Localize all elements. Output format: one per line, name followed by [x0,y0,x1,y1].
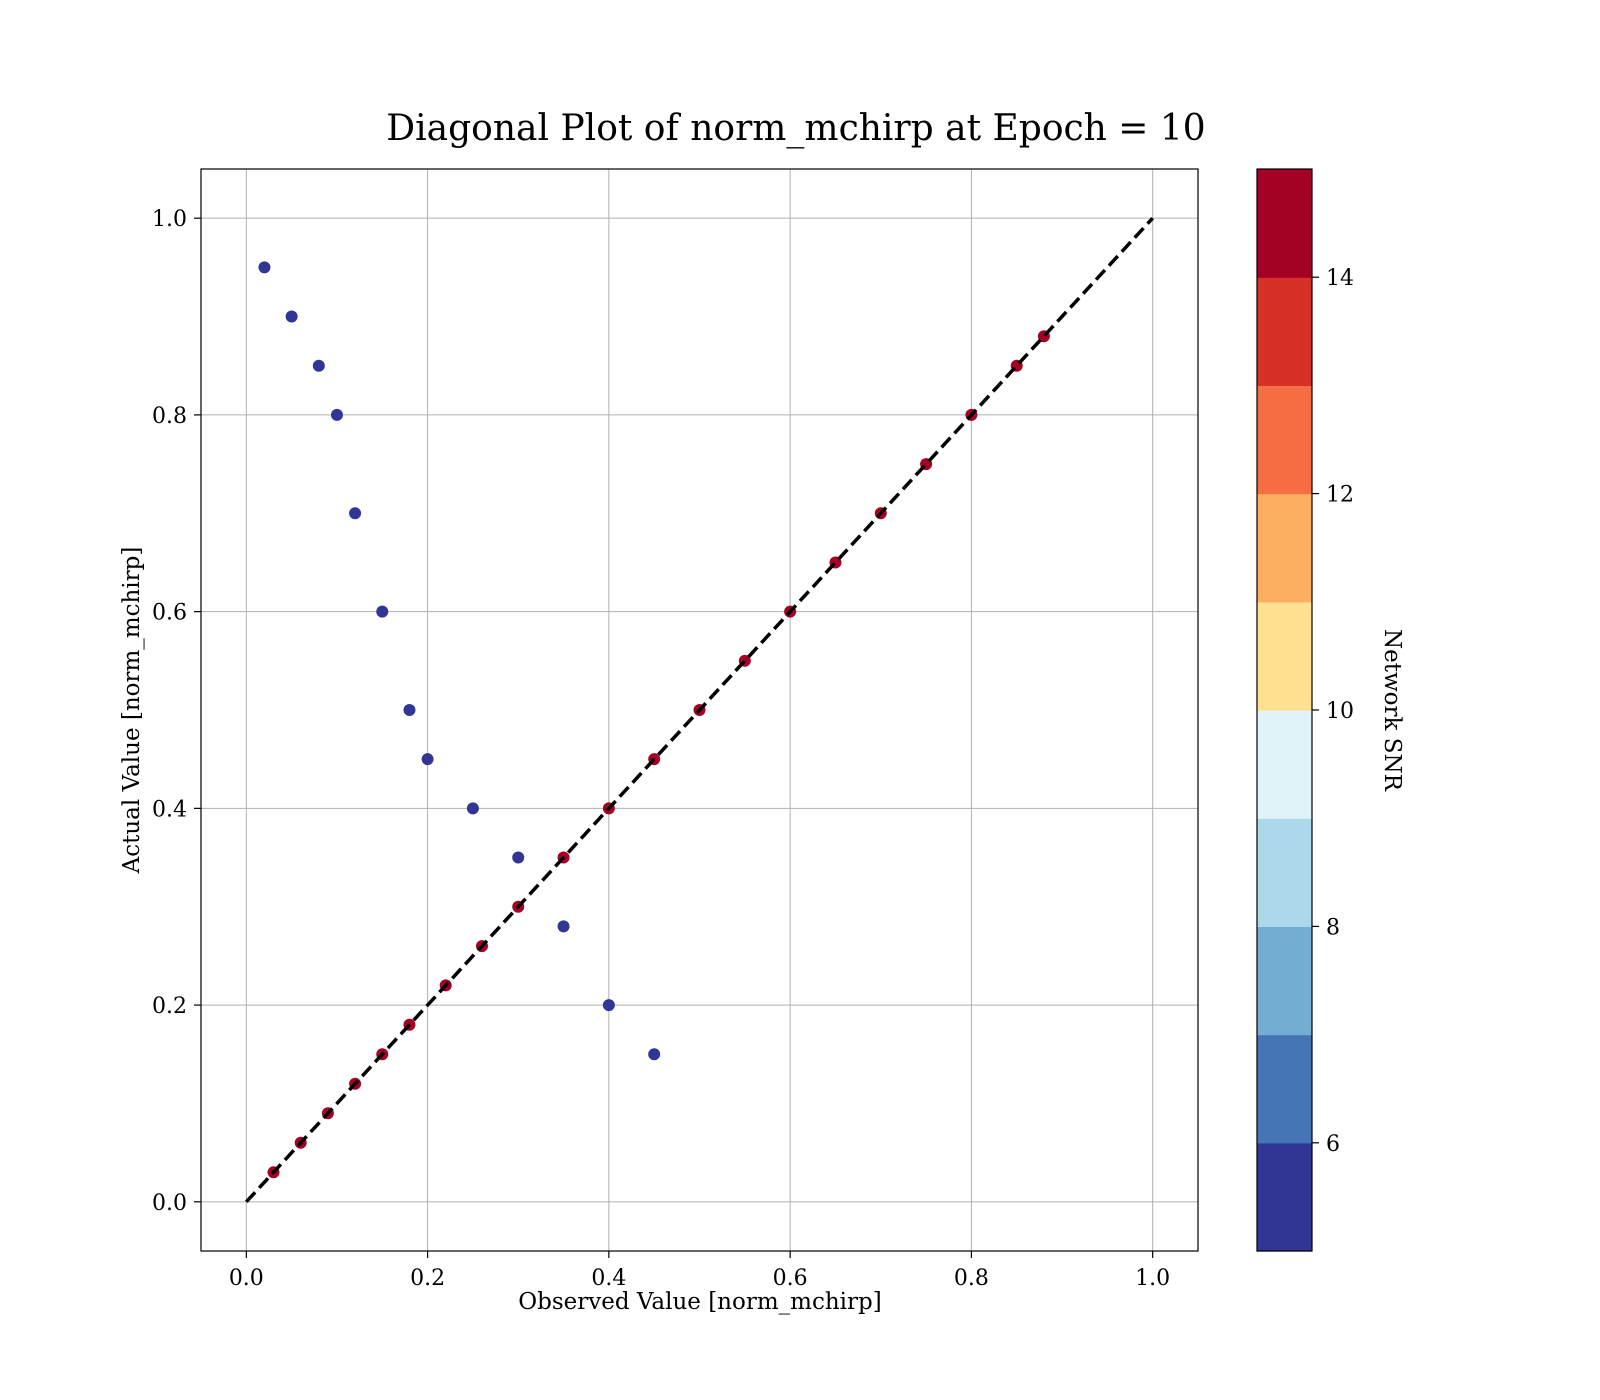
data-point [258,261,271,274]
y-tick-label: 0.0 [152,1191,187,1216]
y-tick-label: 0.6 [152,601,187,626]
colorbar: 6 8 10 12 14 [1256,168,1354,1252]
data-point [466,802,479,815]
y-tick-label: 0.8 [152,404,187,429]
colorbar-tick-label: 6 [1326,1132,1340,1157]
colorbar-label: Network SNR [1379,629,1405,792]
grid-lines [201,169,1198,1251]
x-tick-label: 0.2 [410,1266,445,1291]
x-axis-label: Observed Value [norm_mchirp] [518,1289,881,1315]
data-point [330,408,343,421]
colorbar-segment [1257,493,1312,603]
x-axis: 0.0 0.2 0.4 0.6 0.8 1.0 [229,1251,1170,1291]
x-tick-label: 0.6 [773,1266,808,1291]
colorbar-segment [1257,385,1312,495]
plot-frame [200,168,1199,1252]
colorbar-segment [1257,1034,1312,1144]
colorbar-segment [1257,818,1312,927]
data-point [285,310,298,323]
data-point [403,704,416,716]
colorbar-segment [1257,601,1312,711]
y-tick-label: 1.0 [152,207,187,232]
y-axis-label: Actual Value [norm_mchirp] [119,547,145,875]
data-point [312,359,325,372]
diagonal-reference-line [245,216,1154,1204]
colorbar-tick-label: 8 [1326,915,1340,940]
x-tick-label: 0.4 [591,1266,626,1291]
colorbar-segment [1257,277,1312,386]
y-tick-label: 0.2 [152,994,187,1019]
chart-title: Diagonal Plot of norm_mchirp at Epoch = … [386,108,1205,149]
data-point [602,999,615,1012]
colorbar-tick-label: 12 [1326,483,1354,508]
colorbar-segment [1257,169,1312,278]
colorbar-tick-label: 10 [1326,699,1354,724]
colorbar-segment [1257,710,1312,819]
data-point [421,753,434,766]
colorbar-segment [1257,926,1312,1036]
x-tick-label: 1.0 [1135,1266,1170,1291]
data-point [512,851,525,864]
colorbar-segment [1257,1142,1312,1252]
data-point [349,507,362,520]
colorbar-tick-label: 14 [1326,266,1354,291]
y-axis: 0.0 0.2 0.4 0.6 0.8 1.0 [152,207,201,1216]
data-point [557,920,570,933]
data-point [376,605,389,618]
x-tick-label: 0.0 [229,1266,264,1291]
x-tick-label: 0.8 [954,1266,989,1291]
y-tick-label: 0.4 [152,797,187,822]
data-point [648,1048,661,1061]
